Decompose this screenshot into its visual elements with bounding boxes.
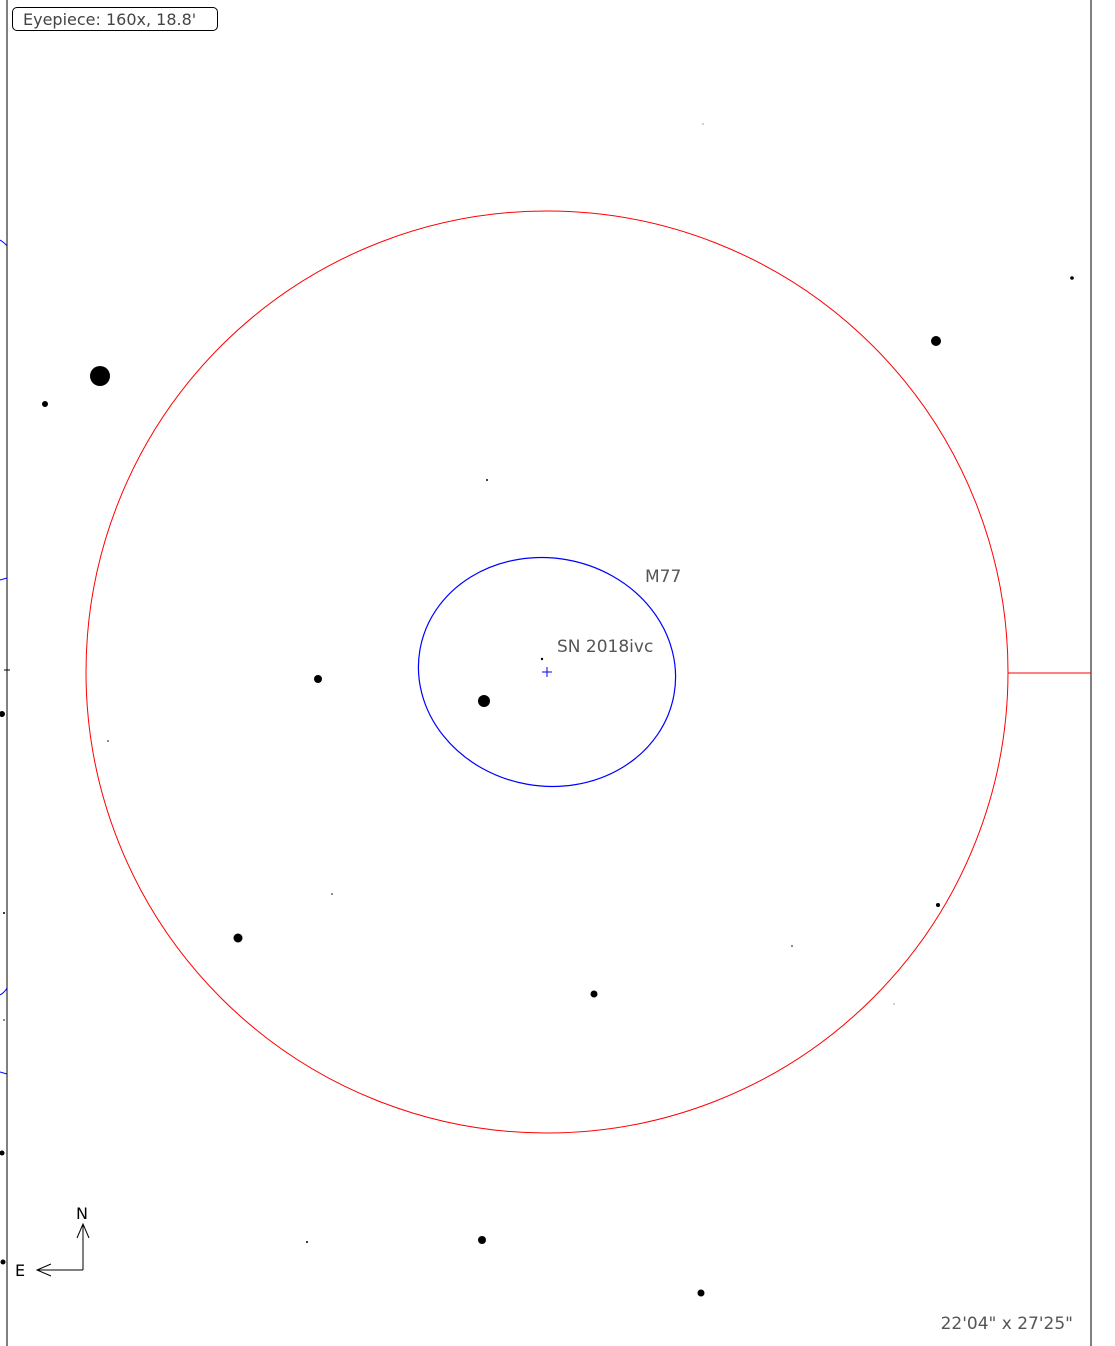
star — [590, 990, 598, 998]
supernova-marker — [540, 657, 544, 661]
star — [90, 366, 110, 386]
star — [697, 1289, 705, 1297]
field-size-label: 22'04" x 27'25" — [940, 1314, 1073, 1334]
star — [486, 479, 488, 481]
star — [791, 945, 793, 947]
east-arrow-icon — [35, 1263, 52, 1277]
star — [893, 1003, 895, 1005]
star — [478, 695, 490, 707]
offscreen-galaxy-arc — [0, 987, 8, 996]
star — [478, 1236, 486, 1244]
offscreen-galaxy-arc — [0, 1071, 8, 1075]
star — [0, 711, 5, 717]
star — [306, 1241, 308, 1243]
eyepiece-fov-circle — [85, 210, 1009, 1134]
star — [331, 893, 333, 895]
star — [42, 401, 48, 407]
compass-east-label: E — [15, 1261, 25, 1280]
eyepiece-info-box: Eyepiece: 160x, 18.8' — [12, 7, 218, 31]
galaxy-m77-outline — [417, 556, 677, 788]
star — [3, 1019, 5, 1021]
compass: N E — [15, 1204, 90, 1280]
star — [936, 903, 940, 907]
offscreen-galaxy-arc — [0, 239, 8, 247]
star-field — [0, 123, 1074, 1297]
supernova-label: SN 2018ivc — [557, 637, 653, 657]
star — [1070, 276, 1074, 280]
star — [0, 1150, 5, 1156]
north-arrow-icon — [76, 1222, 90, 1239]
star — [702, 123, 704, 125]
star — [107, 740, 109, 742]
compass-north-label: N — [76, 1204, 88, 1223]
star — [314, 675, 322, 683]
galaxy-m77-label: M77 — [645, 567, 681, 587]
star — [233, 933, 243, 943]
star — [0, 1259, 6, 1265]
offscreen-galaxy-arc — [0, 577, 8, 581]
star — [931, 336, 941, 346]
star — [3, 912, 5, 914]
